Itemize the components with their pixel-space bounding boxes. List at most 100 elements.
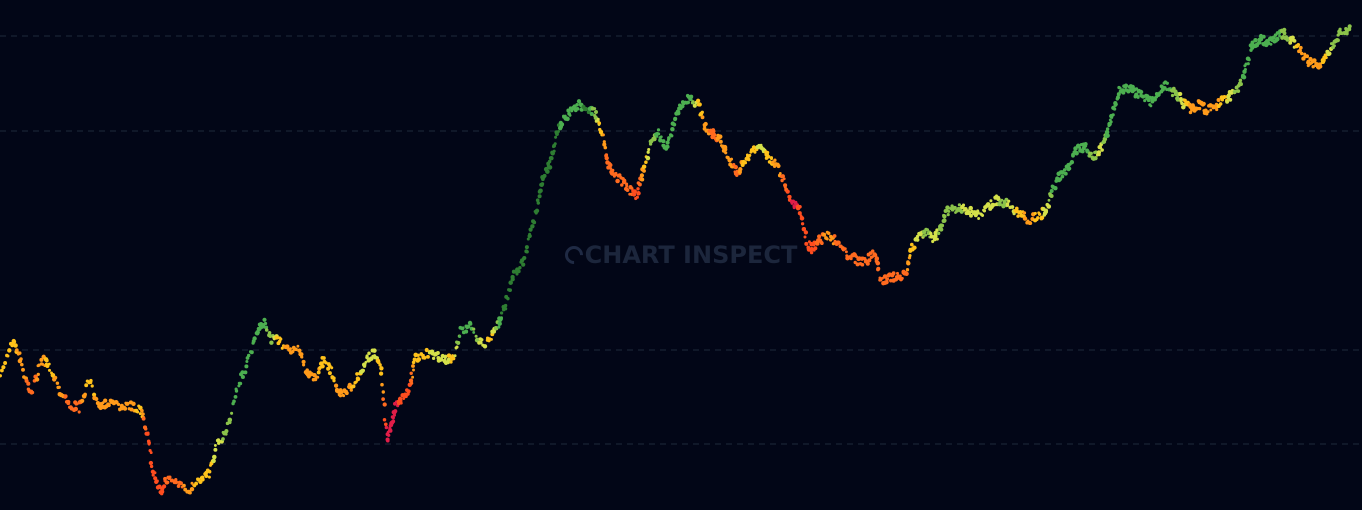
data-point: [497, 321, 502, 326]
data-point: [836, 240, 841, 245]
data-point: [625, 184, 629, 188]
data-point: [1022, 216, 1028, 221]
data-point: [1037, 212, 1042, 216]
data-point: [508, 288, 512, 292]
data-point: [832, 234, 837, 238]
data-point: [151, 473, 155, 477]
data-point: [89, 381, 93, 385]
data-point: [1080, 149, 1085, 154]
data-point: [1093, 156, 1098, 161]
data-point: [522, 255, 527, 261]
gridlines: [0, 35, 1362, 445]
data-point: [642, 168, 646, 173]
data-point: [931, 239, 935, 244]
data-point: [327, 371, 332, 376]
data-point: [656, 128, 661, 132]
data-point: [620, 183, 624, 187]
data-point: [412, 368, 415, 372]
data-point: [926, 228, 930, 232]
data-point: [73, 406, 79, 412]
data-point: [748, 153, 752, 157]
data-point: [611, 168, 615, 172]
data-point: [103, 398, 108, 403]
data-point: [1308, 56, 1313, 62]
data-point: [696, 98, 701, 103]
data-point: [431, 356, 436, 361]
data-point: [18, 351, 22, 355]
data-point: [936, 231, 941, 236]
data-point: [1318, 62, 1322, 67]
data-point: [802, 227, 806, 231]
data-point: [659, 135, 663, 139]
data-point: [604, 155, 609, 161]
data-point: [207, 475, 211, 479]
data-point: [510, 274, 515, 280]
data-point: [959, 209, 964, 214]
data-point: [867, 258, 872, 263]
data-point: [440, 353, 445, 359]
data-point: [1239, 82, 1243, 87]
price-dots: [0, 24, 1352, 496]
data-point: [1147, 95, 1152, 100]
data-point: [924, 233, 928, 237]
data-point: [602, 142, 607, 147]
data-point: [416, 357, 422, 362]
data-point: [803, 230, 809, 235]
data-point: [246, 353, 251, 358]
data-point: [904, 271, 909, 277]
data-point: [129, 407, 134, 412]
data-point: [686, 100, 691, 105]
data-point: [982, 209, 987, 213]
data-point: [399, 401, 403, 405]
data-point: [813, 246, 818, 251]
data-point: [735, 173, 739, 177]
data-point: [689, 94, 694, 99]
data-point: [153, 476, 158, 481]
data-point: [711, 132, 717, 138]
data-point: [778, 171, 782, 175]
data-point: [703, 121, 708, 127]
data-point: [661, 139, 666, 144]
data-point: [435, 351, 440, 355]
data-point: [819, 240, 824, 245]
data-point: [1269, 42, 1273, 46]
data-point: [1047, 198, 1051, 202]
data-point: [14, 348, 19, 353]
data-point: [1105, 127, 1110, 131]
data-point: [525, 249, 529, 254]
data-point: [609, 167, 613, 170]
data-point: [915, 237, 920, 242]
data-point: [391, 416, 395, 420]
data-point: [773, 158, 777, 162]
data-point: [333, 383, 339, 388]
data-point: [1228, 97, 1233, 102]
data-point: [285, 344, 290, 349]
data-point: [381, 390, 385, 394]
data-point: [367, 351, 371, 356]
data-point: [1063, 171, 1068, 176]
data-point: [1149, 104, 1153, 108]
data-point: [770, 160, 775, 165]
data-point: [1110, 116, 1114, 119]
data-point: [1118, 86, 1122, 90]
data-point: [380, 382, 384, 387]
data-point: [809, 250, 814, 255]
data-point: [1098, 145, 1103, 149]
data-point: [1230, 91, 1234, 95]
data-point: [1010, 205, 1014, 209]
data-point: [77, 410, 81, 414]
data-point: [785, 189, 790, 194]
data-point: [149, 451, 153, 455]
data-point: [497, 325, 501, 329]
data-point: [490, 337, 493, 341]
data-point: [723, 147, 728, 152]
data-point: [1178, 91, 1183, 97]
data-point: [700, 110, 704, 114]
data-point: [44, 358, 49, 363]
data-point: [19, 357, 23, 361]
data-point: [365, 354, 369, 358]
data-point: [669, 134, 674, 138]
data-point: [665, 144, 670, 149]
data-point: [143, 427, 148, 431]
data-point: [147, 442, 151, 446]
